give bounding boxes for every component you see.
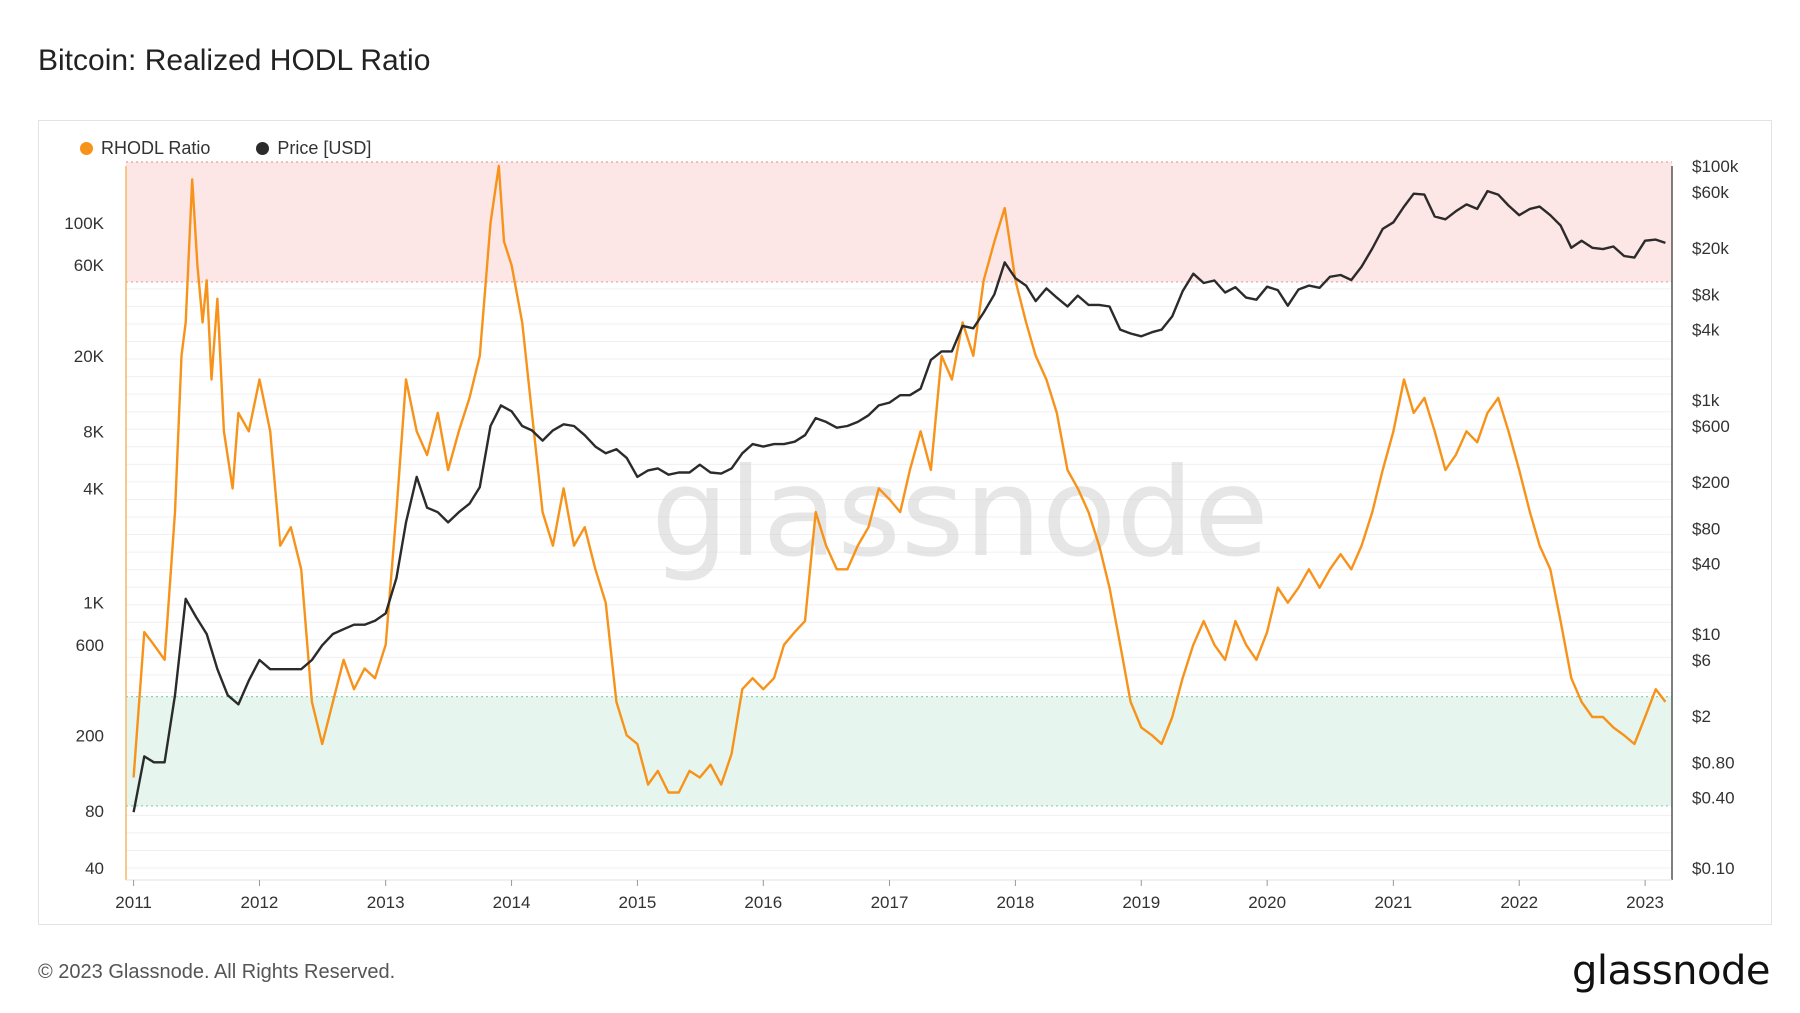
left-tick-label: 8K [83,422,104,441]
legend: RHODL Ratio Price [USD] [80,138,371,159]
x-tick-label: 2022 [1500,893,1538,912]
upper-band [126,161,1672,282]
right-tick-label: $2 [1692,707,1711,726]
left-tick-label: 200 [76,726,104,745]
legend-item-price[interactable]: Price [USD] [256,138,371,159]
right-tick-label: $6 [1692,651,1711,670]
right-tick-label: $0.80 [1692,753,1735,772]
left-tick-label: 600 [76,636,104,655]
x-tick-label: 2013 [367,893,405,912]
right-tick-label: $8k [1692,285,1720,304]
legend-item-rhodl[interactable]: RHODL Ratio [80,138,210,159]
series-line-rhodl-ratio [132,164,1667,794]
legend-label-rhodl: RHODL Ratio [101,138,211,158]
watermark-text: glassnode [651,442,1269,584]
x-tick-label: 2014 [493,893,531,912]
right-tick-label: $0.10 [1692,859,1735,878]
x-tick-label: 2023 [1626,893,1664,912]
copyright-text: © 2023 Glassnode. All Rights Reserved. [38,961,396,983]
x-tick-label: 2021 [1374,893,1412,912]
left-tick-label: 80 [85,802,104,821]
right-tick-label: $80 [1692,519,1720,538]
x-tick-label: 2012 [241,893,279,912]
x-tick-label: 2011 [115,893,152,912]
right-tick-label: $0.40 [1692,789,1735,808]
x-tick-label: 2015 [619,893,657,912]
page-title: Bitcoin: Realized HODL Ratio [38,44,431,77]
right-tick-label: $4k [1692,321,1720,340]
right-tick-label: $100k [1692,157,1739,176]
series-line-price-usd [132,189,1666,813]
x-tick-label: 2017 [871,893,909,912]
legend-label-price: Price [USD] [277,138,372,158]
legend-dot-price [256,142,270,155]
left-tick-label: 60K [74,256,105,275]
right-tick-label: $1k [1692,391,1720,410]
left-tick-label: 4K [83,479,104,498]
left-tick-label: 100K [64,214,104,233]
left-tick-label: 20K [74,347,105,366]
left-tick-label: 1K [83,594,104,613]
left-tick-label: 40 [85,859,104,878]
right-tick-label: $600 [1692,417,1730,436]
right-tick-label: $60k [1692,183,1729,202]
right-tick-label: $200 [1692,473,1730,492]
right-tick-label: $40 [1692,555,1720,574]
legend-dot-rhodl [80,142,93,155]
x-tick-label: 2019 [1122,893,1160,912]
right-tick-label: $10 [1692,625,1720,644]
x-tick-label: 2020 [1248,893,1286,912]
brand-logo: glassnode [1571,948,1771,994]
x-tick-label: 2018 [996,893,1034,912]
x-tick-label: 2016 [744,893,782,912]
right-tick-label: $20k [1692,239,1729,258]
lower-band [126,696,1672,806]
